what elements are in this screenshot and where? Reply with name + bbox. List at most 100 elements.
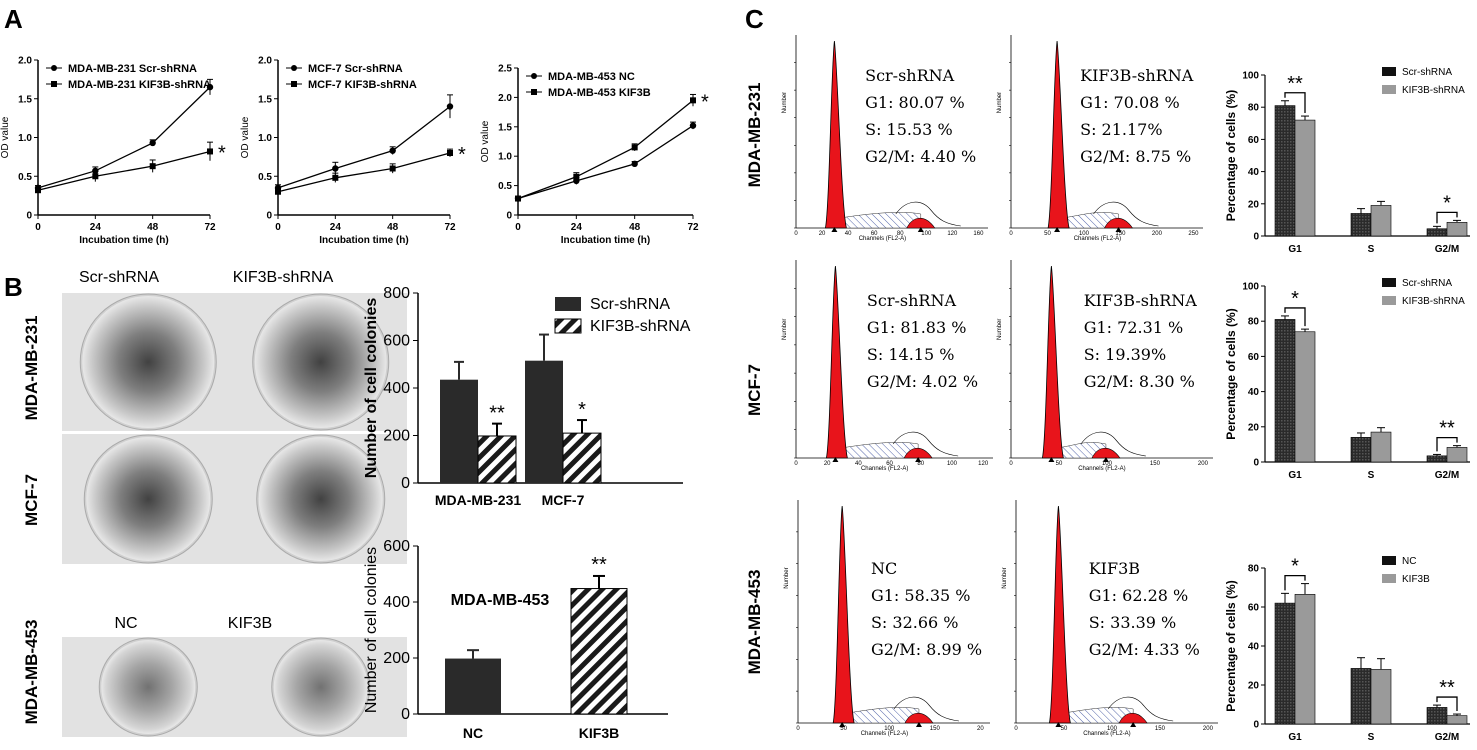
- flow-x-tick: 120: [947, 231, 958, 237]
- bar: [1294, 594, 1316, 725]
- flow-x-tick: 100: [947, 461, 958, 467]
- significance-bracket: [1284, 92, 1306, 114]
- dish-colonies: [86, 437, 211, 561]
- bar: [1350, 668, 1372, 725]
- x-axis-label: Incubation time (h): [79, 235, 168, 246]
- data-point: [275, 188, 281, 195]
- x-tick-label: 48: [629, 222, 641, 233]
- flow-x-tick: 0: [794, 231, 798, 237]
- legend-label: KIF3B-shRNA: [1402, 85, 1465, 96]
- panel-label-b: B: [4, 272, 23, 302]
- y-axis-label: Percentage of cells (%): [1224, 308, 1238, 439]
- bar: [477, 435, 517, 484]
- bar: [1370, 205, 1392, 237]
- flow-x-tick: 80: [917, 461, 924, 467]
- bar: [1426, 228, 1448, 237]
- data-point: [206, 83, 214, 91]
- flow-x-tick: 200: [1198, 461, 1209, 467]
- bar: [1426, 707, 1448, 725]
- y-tick-label: 200: [383, 650, 410, 667]
- series-line: [277, 152, 451, 193]
- flow-x-tick: 0: [1014, 726, 1018, 732]
- flow-marker: [1130, 722, 1137, 727]
- y-tick-label: 60: [1248, 603, 1260, 614]
- flow-y-label: Number: [782, 92, 788, 113]
- significance-star: **: [1439, 677, 1455, 699]
- legend-swatch: [1382, 556, 1396, 565]
- y-tick-label: 0: [1253, 720, 1259, 731]
- flow-x-tick: 50: [1061, 726, 1068, 732]
- legend-label: NC: [1402, 556, 1416, 567]
- legend-label: MDA-MB-231 KIF3B-shRNA: [68, 79, 211, 91]
- flow-marker: [831, 227, 838, 232]
- series-line: [37, 86, 211, 189]
- bar: [445, 658, 501, 714]
- y-axis-label: Percentage of cells (%): [1224, 580, 1238, 711]
- flow-stat: G2/M: 8.99 %: [871, 640, 982, 659]
- y-tick-label: 2.0: [258, 56, 272, 67]
- flow-x-tick: 100: [1107, 726, 1118, 732]
- flow-marker: [1055, 722, 1062, 727]
- bar: [1350, 213, 1372, 237]
- y-tick-label: 0: [266, 211, 272, 222]
- flow-stat: G1: 62.28 %: [1089, 586, 1189, 605]
- flow-outline: [892, 431, 959, 457]
- colony-col-label: KIF3B-shRNA: [233, 269, 334, 286]
- x-tick-label: 0: [275, 222, 281, 233]
- y-tick-label: 600: [383, 538, 410, 555]
- flow-stat: G1: 80.07 %: [865, 93, 965, 112]
- bar: [1274, 602, 1296, 725]
- flow-x-tick: 60: [886, 461, 893, 467]
- flow-histograms: MDA-MB-231 MCF-7 MDA-MB-453 Number 0 20 40 60 80…: [745, 35, 1218, 737]
- flow-x-tick: 150: [930, 726, 941, 732]
- flow-x-label: Channels (FL2-A): [1074, 236, 1121, 242]
- dish-colonies: [273, 640, 368, 734]
- dish-colonies: [101, 640, 196, 734]
- flow-x-tick: 40: [845, 231, 852, 237]
- bar: [570, 588, 628, 715]
- dish-colonies: [254, 296, 387, 428]
- flow-stat: KIF3B: [1089, 559, 1140, 578]
- flow-g2-peak: [904, 712, 934, 724]
- y-tick-label: 1.5: [498, 122, 512, 133]
- data-point: [149, 163, 156, 170]
- x-tick-label: 72: [204, 222, 216, 233]
- flow-outline: [1107, 696, 1174, 722]
- series-line: [37, 150, 211, 191]
- flow-row-label: MCF-7: [745, 364, 764, 416]
- legend-label: MCF-7 Scr-shRNA: [308, 63, 403, 75]
- bar: [440, 379, 478, 483]
- significance-bracket: [1284, 307, 1306, 327]
- y-tick-label: 600: [383, 333, 410, 350]
- flow-stat: G2/M: 4.02 %: [867, 372, 978, 391]
- flow-x-tick: 120: [978, 461, 989, 467]
- panel-label-c: C: [745, 4, 764, 34]
- flow-stat: S: 14.15 %: [867, 345, 955, 364]
- bar: [1446, 715, 1468, 725]
- y-tick-label: 20: [1248, 422, 1260, 433]
- flow-x-tick: 50: [840, 726, 847, 732]
- y-tick-label: 80: [1248, 564, 1260, 575]
- y-tick-label: 60: [1248, 135, 1260, 146]
- significance-star: **: [1287, 73, 1303, 95]
- flow-g2-peak: [1118, 712, 1148, 724]
- flow-g2-peak: [903, 447, 933, 459]
- flow-x-label: Channels (FL2-A): [1083, 731, 1130, 737]
- flow-x-label: Channels (FL2-A): [861, 466, 908, 472]
- flow-x-tick: 40: [855, 461, 862, 467]
- x-tick-label: MCF-7: [542, 492, 585, 508]
- bar: [1370, 431, 1392, 463]
- significance-bracket: [1436, 696, 1458, 712]
- flow-x-tick: 100: [921, 231, 932, 237]
- bar: [1294, 119, 1316, 237]
- flow-x-label: Channels (FL2-A): [859, 236, 906, 242]
- data-point: [689, 122, 697, 129]
- data-point: [332, 165, 339, 172]
- flow-outline: [893, 696, 959, 722]
- line-chart-a3: 0 0.5 1.0 1.5 2.0 2.5 0 24 48 72 Incubation time (…: [480, 64, 709, 247]
- y-tick-label: 60: [1248, 352, 1260, 363]
- x-tick-label: KIF3B: [579, 725, 619, 741]
- flow-marker: [1054, 227, 1061, 232]
- flow-marker: [915, 722, 922, 727]
